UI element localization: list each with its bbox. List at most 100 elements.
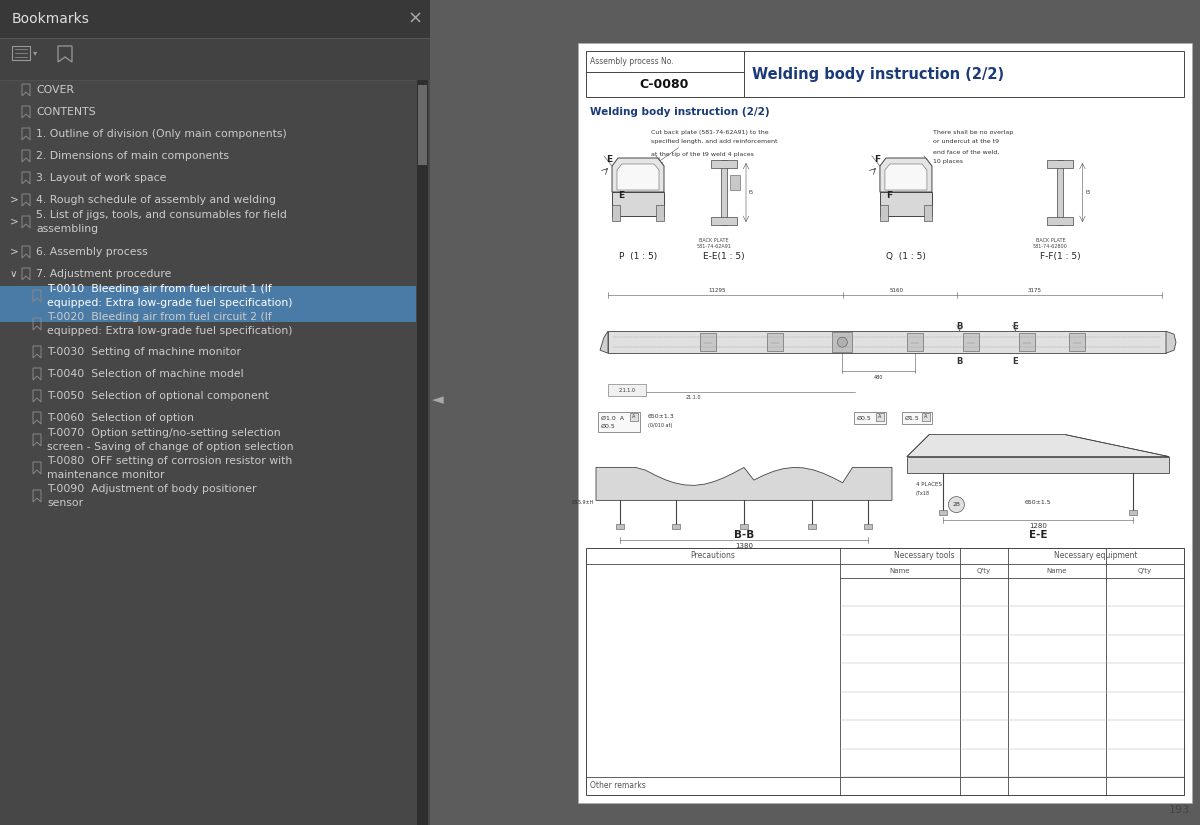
Polygon shape bbox=[612, 158, 664, 192]
Text: Bookmarks: Bookmarks bbox=[12, 12, 90, 26]
Bar bbox=[701, 333, 716, 351]
Bar bbox=[608, 384, 646, 396]
Bar bbox=[740, 525, 748, 530]
Text: B-B: B-B bbox=[734, 530, 754, 540]
Text: end face of the weld,: end face of the weld, bbox=[932, 150, 1000, 155]
Text: maintenance monitor: maintenance monitor bbox=[47, 470, 164, 480]
Text: 28: 28 bbox=[953, 502, 960, 507]
Text: T-0080  OFF setting of corrosion resistor with: T-0080 OFF setting of corrosion resistor… bbox=[47, 456, 293, 466]
Text: B: B bbox=[956, 322, 962, 331]
Text: ∨: ∨ bbox=[10, 269, 18, 279]
Text: (Tx18: (Tx18 bbox=[916, 491, 930, 496]
Text: ◄: ◄ bbox=[432, 393, 444, 408]
Polygon shape bbox=[1166, 331, 1176, 353]
Text: Cut back plate (581-74-62A91) to the: Cut back plate (581-74-62A91) to the bbox=[650, 130, 769, 135]
Text: T-0040  Selection of machine model: T-0040 Selection of machine model bbox=[47, 369, 244, 379]
Text: F: F bbox=[874, 155, 880, 164]
Text: T-0010  Bleeding air from fuel circuit 1 (If: T-0010 Bleeding air from fuel circuit 1 … bbox=[47, 284, 271, 294]
Text: Assembly process No.: Assembly process No. bbox=[590, 57, 673, 66]
Text: F: F bbox=[886, 191, 892, 200]
Bar bbox=[907, 456, 1169, 473]
Text: 1380: 1380 bbox=[734, 544, 752, 549]
Text: E: E bbox=[606, 155, 612, 164]
Bar bbox=[586, 548, 1184, 795]
Bar bbox=[430, 0, 450, 825]
Bar bbox=[730, 175, 740, 190]
Bar bbox=[922, 413, 930, 421]
Text: 2.1.1.0: 2.1.1.0 bbox=[618, 388, 636, 393]
Text: 650±1.5: 650±1.5 bbox=[1025, 500, 1051, 505]
Bar bbox=[1048, 217, 1074, 225]
Bar bbox=[962, 333, 979, 351]
Bar bbox=[880, 192, 932, 216]
Text: T-0020  Bleeding air from fuel circuit 2 (If: T-0020 Bleeding air from fuel circuit 2 … bbox=[47, 312, 271, 322]
Text: T-0030  Setting of machine monitor: T-0030 Setting of machine monitor bbox=[47, 347, 241, 357]
Polygon shape bbox=[600, 331, 608, 353]
Text: P  (1 : 5): P (1 : 5) bbox=[619, 252, 658, 262]
Bar bbox=[656, 205, 664, 221]
Text: 11295: 11295 bbox=[709, 287, 726, 293]
Bar bbox=[854, 412, 886, 424]
Bar bbox=[938, 510, 947, 515]
Text: A: A bbox=[632, 414, 636, 419]
Bar bbox=[612, 192, 664, 216]
Text: 5. List of jigs, tools, and consumables for field: 5. List of jigs, tools, and consumables … bbox=[36, 210, 287, 220]
Bar bbox=[418, 80, 428, 825]
Text: E: E bbox=[1013, 356, 1018, 365]
Bar bbox=[710, 160, 737, 168]
Text: >: > bbox=[10, 195, 19, 205]
Bar bbox=[907, 333, 923, 351]
Bar bbox=[0, 0, 430, 38]
Bar bbox=[1019, 333, 1034, 351]
Text: (0/010 at): (0/010 at) bbox=[648, 423, 672, 428]
Text: Ø1.0  A: Ø1.0 A bbox=[601, 416, 624, 421]
Text: Q'ty: Q'ty bbox=[1138, 568, 1152, 574]
Text: E: E bbox=[1013, 322, 1018, 331]
Bar bbox=[880, 205, 888, 221]
Bar bbox=[876, 413, 884, 421]
Text: E-E: E-E bbox=[1028, 530, 1048, 540]
Text: 650±1.3: 650±1.3 bbox=[648, 414, 674, 419]
Text: Ø1.5: Ø1.5 bbox=[905, 416, 919, 421]
Text: Welding body instruction (2/2): Welding body instruction (2/2) bbox=[752, 67, 1004, 82]
Text: 3175: 3175 bbox=[1027, 287, 1042, 293]
Text: assembling: assembling bbox=[36, 224, 98, 234]
Text: 4 PLACES: 4 PLACES bbox=[916, 482, 942, 487]
Text: specified length, and add reinforcement: specified length, and add reinforcement bbox=[650, 139, 778, 144]
Text: Name: Name bbox=[1046, 568, 1067, 574]
Text: ×: × bbox=[408, 10, 422, 28]
Bar bbox=[864, 525, 872, 530]
Text: Necessary equipment: Necessary equipment bbox=[1054, 551, 1138, 560]
Bar bbox=[1069, 333, 1085, 351]
Polygon shape bbox=[596, 468, 892, 501]
Bar bbox=[586, 51, 1184, 97]
Text: CONTENTS: CONTENTS bbox=[36, 107, 96, 117]
Bar bbox=[0, 0, 430, 825]
Text: Other remarks: Other remarks bbox=[590, 781, 646, 790]
Text: 21.1.0: 21.1.0 bbox=[686, 394, 701, 399]
Text: equipped: Extra low-grade fuel specification): equipped: Extra low-grade fuel specifica… bbox=[47, 298, 293, 308]
Text: A: A bbox=[878, 414, 882, 419]
Text: t3: t3 bbox=[1086, 190, 1091, 195]
Text: Q  (1 : 5): Q (1 : 5) bbox=[886, 252, 926, 262]
Bar bbox=[672, 525, 680, 530]
Text: COVER: COVER bbox=[36, 85, 74, 95]
Text: ▾: ▾ bbox=[34, 49, 37, 58]
Text: Precautions: Precautions bbox=[691, 551, 736, 560]
Text: 1280: 1280 bbox=[1030, 522, 1046, 529]
Text: Ø15.9±H: Ø15.9±H bbox=[571, 500, 594, 505]
Polygon shape bbox=[880, 158, 932, 192]
Text: 2. Dimensions of main components: 2. Dimensions of main components bbox=[36, 151, 229, 161]
Bar bbox=[1048, 160, 1074, 168]
Bar bbox=[1057, 160, 1063, 225]
Circle shape bbox=[948, 497, 965, 512]
Text: 1. Outline of division (Only main components): 1. Outline of division (Only main compon… bbox=[36, 129, 287, 139]
Text: >: > bbox=[10, 247, 19, 257]
Text: sensor: sensor bbox=[47, 498, 83, 508]
Text: E: E bbox=[618, 191, 624, 200]
Bar bbox=[1129, 510, 1138, 515]
Text: 5160: 5160 bbox=[890, 287, 904, 293]
Text: 3. Layout of work space: 3. Layout of work space bbox=[36, 173, 167, 183]
Text: C-0080: C-0080 bbox=[640, 78, 689, 91]
Text: Ø0.5: Ø0.5 bbox=[857, 416, 871, 421]
